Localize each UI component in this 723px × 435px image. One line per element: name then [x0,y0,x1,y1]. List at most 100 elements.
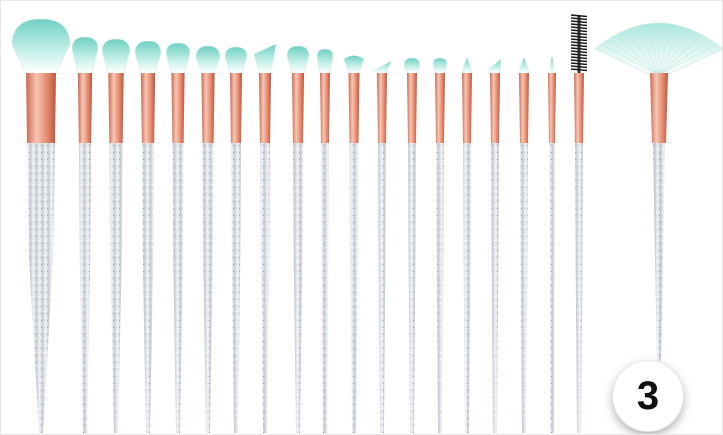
glitter-handle [378,143,386,433]
glitter-handle [292,143,304,433]
spoolie-bristle [570,17,588,21]
bristle-head [461,56,473,74]
spoolie-bristle [570,62,588,66]
bristle-head [224,46,248,74]
brush [488,58,502,433]
fan-bristle-line [658,42,720,76]
brush [316,48,334,433]
brush [518,56,530,433]
fan-bristle-line [658,36,700,76]
fan-bristles [594,22,722,76]
brush [432,57,448,433]
bristle-head [11,18,71,74]
glitter-handle [230,143,242,433]
glitter-handle [491,143,499,433]
glitter-handle [259,143,271,433]
ferrule [108,73,124,143]
glitter-handle [321,143,329,433]
spoolie-bristle [570,20,588,24]
glitter-handle [78,143,92,433]
ferrule [462,73,472,143]
fan-bristle-line [618,36,660,76]
brush [570,14,588,433]
brush [403,57,421,433]
fan-ferrule [650,73,668,143]
ferrule [407,73,417,143]
ferrule [348,73,360,143]
glitter-handle [172,143,184,433]
fan-bristle-line [658,30,680,76]
bristle-tip [549,55,555,73]
glitter-handle [109,143,123,433]
bristle-head [253,43,277,74]
bristle-head [518,56,530,74]
spoolie-bristle [570,47,588,51]
spoolie-bristle [570,23,588,27]
fan-bristle-line [628,33,660,76]
ferrule [548,73,556,143]
brush [372,60,392,433]
brush [224,46,248,433]
glitter-handle [349,143,359,433]
ferrule [140,73,156,143]
ferrule [258,73,272,143]
bristle-head [403,57,421,74]
brush [71,36,99,433]
brush [286,45,310,433]
fan-bristle-line [598,42,660,76]
glitter-handle [202,143,214,433]
spoolie-bristle [570,38,588,42]
ferrule [377,73,387,143]
ferrule [291,73,305,143]
bristle-head [432,57,448,74]
bristle-head [372,60,392,74]
fan-bristle-line [658,33,690,76]
spoolie-bristle [570,35,588,39]
fan-brush [594,22,722,361]
brush [343,55,365,433]
brush [134,40,162,433]
brush [101,38,131,433]
brush [461,56,473,433]
brush [253,43,277,433]
ferrule [519,73,529,143]
fan-bristle-line [638,30,660,76]
spoolie-bristle [570,56,588,60]
bristle-head [71,36,99,74]
spoolie-bristle [570,53,588,57]
spoolie-bristle [570,50,588,54]
spoolie-bristle [570,41,588,45]
ferrule [320,73,330,143]
spoolie-bristle [570,44,588,48]
fan-handle [653,143,665,361]
spoolie-bristle [570,68,588,72]
bristle-head [165,42,191,74]
ferrule [229,73,243,143]
ferrule [26,73,56,143]
glitter-handle [27,143,55,433]
ferrule [201,73,215,143]
bristle-head [488,58,502,74]
bristle-head [195,45,221,74]
brush [11,18,71,433]
spoolie-bristle [570,59,588,63]
bristle-head [101,38,131,74]
ferrule [490,73,500,143]
ferrule [574,73,584,143]
bristle-head [316,48,334,74]
brush [548,55,556,433]
ferrule [171,73,185,143]
fan-bristle-line [658,27,670,76]
brush [195,45,221,433]
ferrule [77,73,93,143]
spoolie-bristle [570,65,588,69]
fan-bristle-line [648,27,660,76]
number-badge: 3 [613,361,683,431]
fan-bristle-line [658,39,710,76]
glitter-handle [463,143,471,433]
glitter-handle [575,143,583,433]
glitter-handle [141,143,155,433]
spoolie-bristle [570,29,588,33]
